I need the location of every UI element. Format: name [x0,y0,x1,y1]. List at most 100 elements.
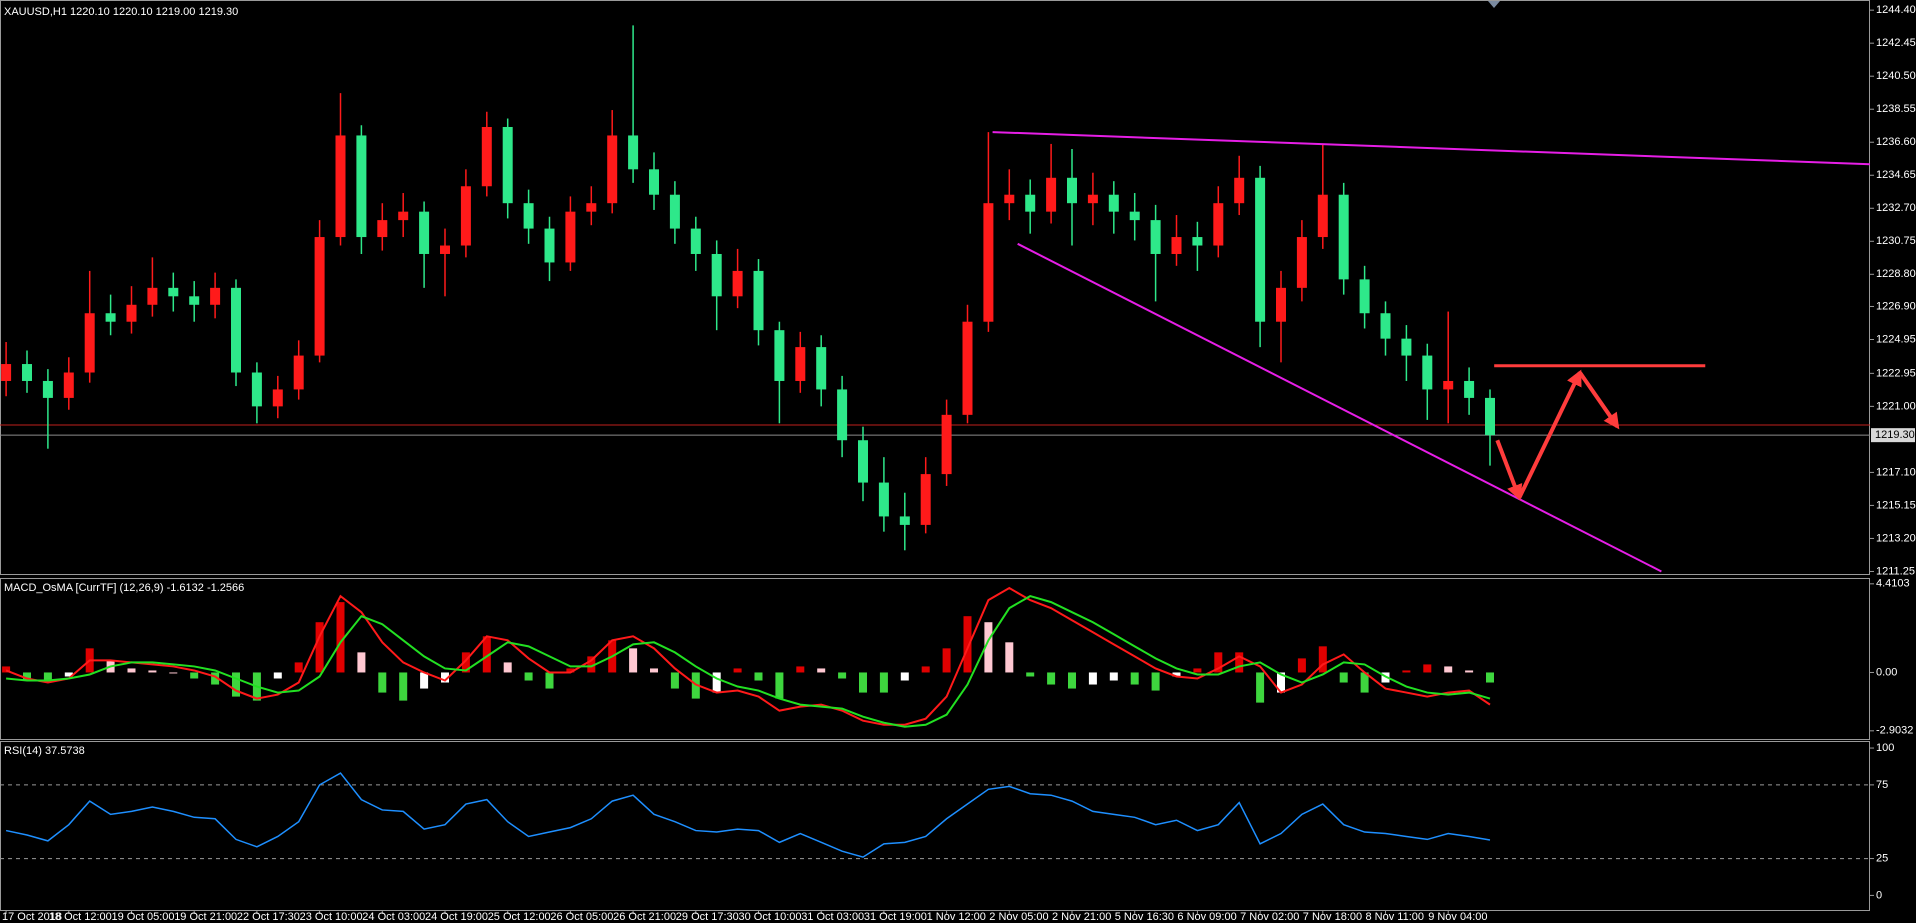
y-tick-label: 1234.65 [1876,169,1916,181]
candle-body [858,440,868,483]
bid-tag [1871,428,1915,443]
histogram-bar [670,672,679,689]
candle-body [795,347,806,381]
y-tick-label: 0 [1876,889,1882,901]
candle-body [105,313,116,322]
candle-body [481,126,492,187]
candle-body [1422,355,1433,390]
y-tick-label: 1213.20 [1876,532,1916,544]
x-tick-label: 24 Oct 03:00 [362,911,425,923]
x-tick-label: 18 Oct 12:00 [49,911,112,923]
candle-body [1401,338,1412,356]
candle-body [502,126,513,204]
candle-body [1296,237,1307,288]
histogram-bar [775,672,784,699]
histogram-bar [232,672,240,697]
y-tick-label: 1221.00 [1876,400,1916,412]
histogram-bar [190,672,199,679]
histogram-bar [378,672,387,693]
candle-body [1380,313,1391,339]
histogram-bar [545,672,554,689]
candle-body [816,347,827,390]
x-tick-label: 17 Oct 2018 [2,911,62,923]
histogram-bar [1256,672,1265,703]
histogram-bar [336,602,345,673]
candle-body [523,203,534,229]
histogram-bar [211,672,220,685]
histogram-bar [399,672,408,701]
candle-body [1046,177,1057,212]
x-tick-label: 9 Nov 04:00 [1428,911,1487,923]
histogram-bar [879,672,888,693]
x-tick-label: 6 Nov 09:00 [1177,911,1236,923]
candle-body [732,270,743,297]
histogram-bar [148,670,157,673]
candle-body [1485,397,1495,436]
histogram-bar [1423,664,1432,673]
candle-body [1276,287,1286,322]
bid-label: 1219.30 [1875,429,1915,441]
histogram-bar [1088,672,1097,685]
y-tick-label: 1228.80 [1876,268,1916,280]
candle-body [419,211,430,254]
histogram-bar [1068,672,1076,689]
candle-body [314,237,325,356]
candle-body [210,287,221,305]
y-tick-label: 1217.10 [1876,466,1916,478]
x-tick-label: 2 Nov 05:00 [989,911,1048,923]
histogram-bar [2,666,11,673]
annotation-line [1017,242,1662,573]
histogram-bar [1109,672,1118,681]
histogram-bar [461,652,470,673]
x-tick-label: 24 Oct 19:00 [425,911,488,923]
histogram-bar [1360,672,1369,693]
candle-body [1,364,12,381]
x-tick-label: 22 Oct 17:30 [237,911,300,923]
histogram-bar [1193,668,1202,673]
x-tick-label: 31 Oct 19:00 [864,911,927,923]
candle-body [1443,380,1454,390]
candle-body [878,482,889,517]
histogram-bar [1235,652,1244,673]
candle-body [1150,220,1161,254]
histogram-bar [984,622,993,673]
candle-body [398,211,409,221]
histogram-bar [1005,642,1014,673]
histogram-bar [524,672,533,681]
histogram-bar [1047,672,1056,685]
candle-body [63,372,74,398]
histogram-bar [1277,672,1285,693]
x-tick-label: 26 Oct 05:00 [550,911,613,923]
annotation-line [992,131,1871,166]
y-tick-label: 1230.75 [1876,235,1916,247]
macd-panel-frame [0,578,1870,740]
macd-title: MACD_OsMA [CurrTF] (12,26,9) -1.6132 -1.… [4,582,244,594]
candle-body [293,355,304,390]
y-tick-label: 1215.15 [1876,499,1916,511]
y-tick-label: 0.00 [1876,666,1897,678]
candle-body [440,245,450,254]
price-panel-frame [0,0,1870,575]
x-tick-label: 23 Oct 10:00 [300,911,363,923]
histogram-bar [441,672,449,683]
macd-line [6,595,1491,728]
forecast-arrow [1495,439,1523,501]
candle-body [335,135,346,238]
histogram-bar [23,672,31,681]
histogram-bar [420,672,429,689]
histogram-bar [1402,670,1411,673]
candle-body [1213,203,1224,246]
candle-body [1192,237,1203,246]
x-tick-label: 7 Nov 02:00 [1240,911,1299,923]
x-tick-label: 5 Nov 16:30 [1115,911,1174,923]
histogram-bar [1172,672,1181,677]
candle-body [1255,177,1266,322]
rsi-line [5,772,1491,858]
candle-body [460,186,471,246]
candle-body [168,287,179,297]
histogram-bar [817,668,826,673]
macd-line [5,586,1491,726]
price-title: XAUUSD,H1 1220.10 1220.10 1219.00 1219.3… [4,6,238,18]
